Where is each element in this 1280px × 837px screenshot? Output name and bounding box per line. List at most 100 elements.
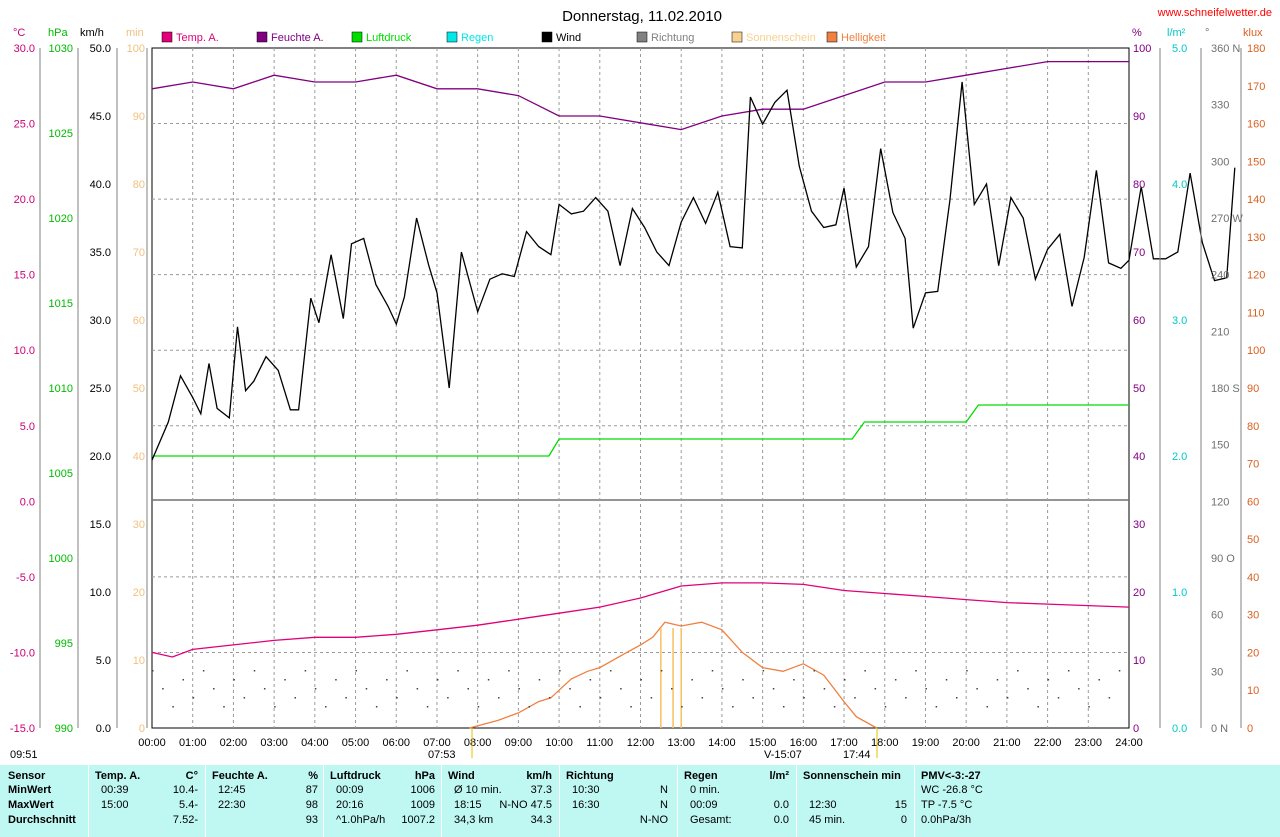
stats-table: Sensor MinWert MaxWert Durchschnitt Temp. A.… [0,765,1280,837]
series-wind [151,81,1236,461]
tick-deg: 120 [1211,496,1229,508]
direction-dot [396,697,398,699]
direction-dot [1027,688,1029,690]
tick-pct_upper: 40 [1133,451,1145,463]
direction-dot [874,688,877,690]
legend-swatch [256,31,268,43]
direction-dot [813,670,816,672]
tick-kmh_upper: 45.0 [90,111,111,123]
footer-left-time: 09:51 [10,749,38,761]
tick-deg: 330 [1211,100,1229,112]
direction-dot [1078,688,1080,690]
legend-swatch [636,31,648,43]
tick-temp: 0.0 [20,496,35,508]
tick-time: 14:00 [708,737,736,749]
direction-dot [365,688,368,690]
tick-klux: 40 [1247,572,1259,584]
tick-klux: 70 [1247,459,1259,471]
stats-cell: Durchschnitt [8,814,76,826]
direction-dot [762,670,765,672]
direction-dot [864,670,866,672]
stats-cell: Wind [448,770,475,782]
noon-label: V-15:07 [764,749,802,761]
direction-dot [630,706,632,708]
direction-dot [508,670,510,672]
tick-min_lower: 20 [133,587,145,599]
tick-min_upper: 100 [127,43,145,55]
direction-dot [457,670,459,672]
stats-separator [559,765,560,837]
direction-dot [304,670,307,672]
tick-pct_upper: 60 [1133,315,1145,327]
tick-time: 24:00 [1115,737,1143,749]
direction-dot [945,679,948,681]
direction-dot [274,706,276,708]
tick-kmh_upper: 40.0 [90,179,111,191]
direction-dot [538,679,541,681]
tick-time: 10:00 [545,737,573,749]
stats-cell: Sonnenschein min [803,770,901,782]
stats-cell: 00:09 [336,784,364,796]
axis-unit-kmh: km/h [80,27,104,39]
direction-dot [548,697,551,699]
tick-pct_upper: 70 [1133,247,1145,259]
direction-dot [1088,706,1090,708]
direction-dot [559,670,561,672]
direction-dot [162,688,164,690]
stats-cell: 45 min. [809,814,846,826]
direction-dot [793,679,795,681]
direction-dot [742,679,744,681]
series-temp-a- [151,582,1130,658]
direction-dot [233,679,235,681]
direction-dot [213,688,215,690]
site-link[interactable]: www.schneifelwetter.de [1157,7,1272,19]
direction-dot [681,706,683,708]
tick-time: 17:00 [830,737,858,749]
tick-hpa: 1010 [49,383,73,395]
direction-dot [243,697,246,699]
stats-cell: ^1.0hPa/h [336,814,386,826]
stats-cell: Feuchte A. [212,770,268,782]
tick-hpa: 1015 [49,298,73,310]
direction-dot [314,688,317,690]
legend-swatch [826,31,838,43]
stats-separator [914,765,915,837]
direction-dot [752,697,754,699]
direction-dot [925,688,927,690]
stats-cell: MaxWert [8,799,54,811]
direction-dot [1098,679,1100,681]
tick-pct_upper: 90 [1133,111,1145,123]
direction-dot [905,697,907,699]
tick-time: 16:00 [790,737,818,749]
direction-dot [935,706,938,708]
tick-pct_lower: 0 [1133,723,1139,735]
direction-dot [640,679,642,681]
tick-deg: 360 N [1211,43,1240,55]
tick-min_upper: 50 [133,383,145,395]
tick-temp: 20.0 [14,194,35,206]
tick-temp: 15.0 [14,270,35,282]
series-feuchte-a- [151,60,1129,131]
tick-pct_upper: 50 [1133,383,1145,395]
direction-dot [253,670,256,672]
tick-klux: 90 [1247,383,1259,395]
stats-cell: 0 min. [690,784,720,796]
direction-dot [284,679,286,681]
direction-dot [406,670,408,672]
stats-separator [796,765,797,837]
tick-deg: 60 [1211,610,1223,622]
tick-klux: 120 [1247,270,1265,282]
axis-unit-deg: ° [1205,27,1209,39]
tick-time: 12:00 [627,737,655,749]
stats-cell: 16:30 [572,799,600,811]
tick-deg: 150 [1211,440,1229,452]
stats-cell: 18:15 [454,799,482,811]
tick-kmh_upper: 50.0 [90,43,111,55]
tick-rain: 1.0 [1172,587,1187,599]
tick-time: 06:00 [382,737,410,749]
tick-deg: 180 S [1211,383,1240,395]
direction-dot [477,706,480,708]
tick-klux: 50 [1247,534,1259,546]
tick-pct_lower: 30 [1133,519,1145,531]
direction-dot [976,688,978,690]
